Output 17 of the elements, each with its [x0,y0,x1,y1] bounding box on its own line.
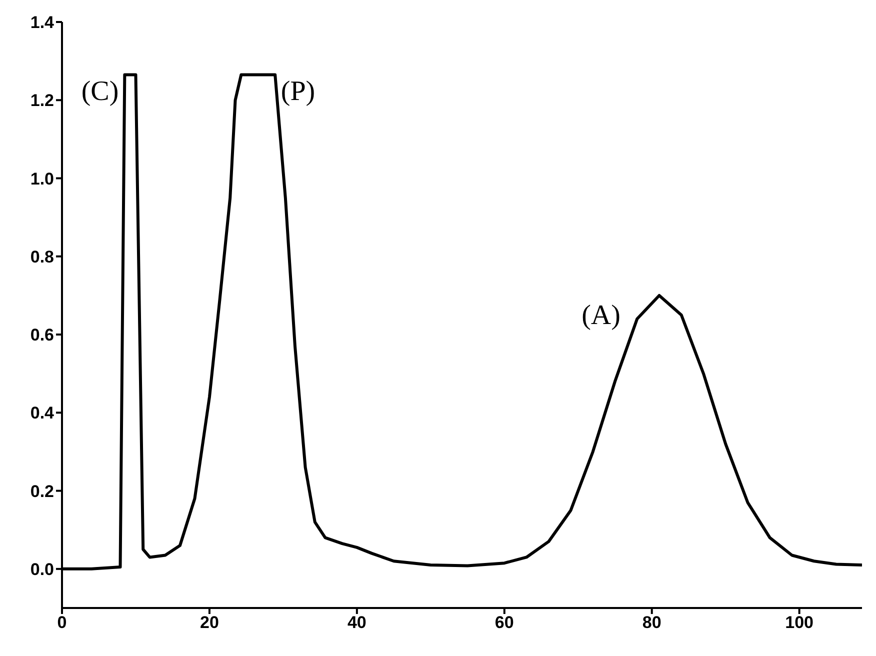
x-tick-label: 0 [57,613,67,632]
x-tick-label: 20 [200,613,219,632]
y-tick-label: 0.6 [30,326,54,345]
x-tick-label: 60 [494,613,514,632]
annotation: (P) [280,76,316,107]
x-tick-label: 80 [642,613,662,632]
x-tick-label: 40 [347,613,366,632]
y-tick-label: 0.2 [30,482,54,501]
y-tick-label: 0.8 [30,247,54,266]
y-tick-label: 0.4 [30,404,55,423]
y-tick-label: 1.4 [30,13,55,32]
annotation: (C) [81,76,119,107]
y-tick-label: 1.0 [30,169,54,188]
x-tick-label: 100 [785,613,814,632]
annotation: (A) [582,300,620,331]
y-tick-label: 1.2 [30,91,54,110]
y-tick-label: 0.0 [30,560,54,579]
